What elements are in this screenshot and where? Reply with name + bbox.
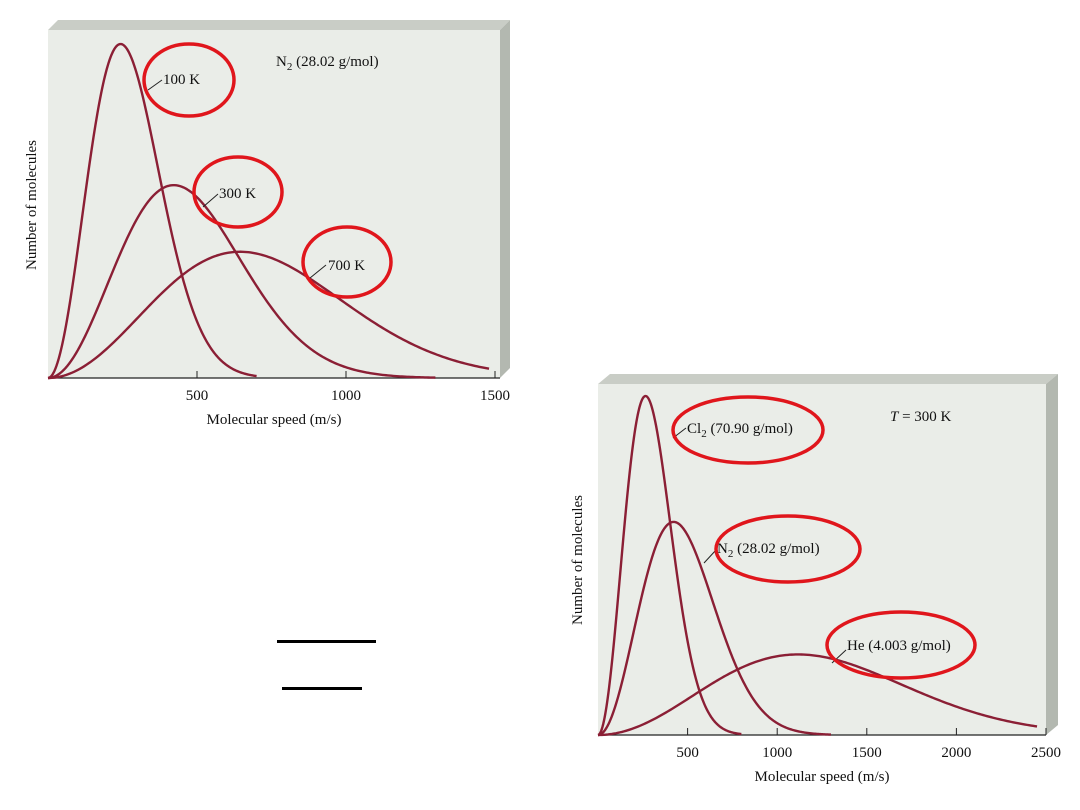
x-tick-label: 1500 xyxy=(480,388,510,404)
series-label-he: He (4.003 g/mol) xyxy=(847,638,951,654)
plot-panel xyxy=(48,30,500,378)
y-axis-label: Number of molecules xyxy=(570,495,586,625)
x-tick-label: 1500 xyxy=(852,745,882,761)
series-label-cl2: Cl2 (70.90 g/mol) xyxy=(687,421,793,440)
series-line-2 xyxy=(597,653,1038,737)
curves-group xyxy=(597,394,1038,737)
x-tick-label: 2500 xyxy=(1031,745,1061,761)
x-tick-label: 500 xyxy=(186,388,209,404)
highlight-circle xyxy=(671,395,825,465)
curves-group xyxy=(47,42,490,380)
y-axis-label: Number of molecules xyxy=(24,140,40,270)
series-label-n2: N2 (28.02 g/mol) xyxy=(717,541,820,560)
plot-panel xyxy=(598,384,1046,735)
x-axis-label: Molecular speed (m/s) xyxy=(755,769,890,785)
chart-title: N2 (28.02 g/mol) xyxy=(276,54,379,73)
x-ticks: 500 1000 1500 xyxy=(186,371,510,404)
leader-line-300k xyxy=(202,193,219,208)
x-axis-label: Molecular speed (m/s) xyxy=(207,412,342,428)
series-line-0 xyxy=(47,42,257,380)
series-line-1 xyxy=(597,520,832,737)
highlight-circle xyxy=(192,155,284,229)
panel-top-face xyxy=(598,374,1058,384)
panel-side-face xyxy=(1046,374,1058,735)
x-tick-label: 500 xyxy=(676,745,699,761)
panel-side-face xyxy=(500,20,510,378)
x-tick-label: 1000 xyxy=(762,745,792,761)
leader-line-700k xyxy=(309,264,327,279)
divider-line xyxy=(282,687,362,690)
series-label-700k: 700 K xyxy=(328,258,365,274)
leader-line-n2 xyxy=(703,549,717,564)
highlight-circle xyxy=(714,514,862,584)
series-label-300k: 300 K xyxy=(219,186,256,202)
highlight-circle xyxy=(142,42,236,118)
series-label-100k: 100 K xyxy=(163,72,200,88)
x-ticks: 500 1000 1500 2000 2500 xyxy=(676,728,1061,761)
chart-title: T = 300 K xyxy=(890,409,952,425)
x-tick-label: 2000 xyxy=(941,745,971,761)
highlight-circle xyxy=(825,610,977,680)
series-line-1 xyxy=(47,183,436,380)
highlight-circle xyxy=(301,225,393,299)
panel-top-face xyxy=(48,20,510,30)
leader-line-100k xyxy=(147,79,163,91)
series-line-0 xyxy=(597,394,742,737)
series-line-2 xyxy=(47,250,490,380)
chart-n2-temperatures: 500 1000 1500 N2 (28.02 g/mol) Molecular s… xyxy=(24,20,510,428)
chart-gases-300k: 500 1000 1500 2000 2500 T = 300 K Molecular … xyxy=(570,374,1061,785)
divider-line xyxy=(277,640,376,643)
x-tick-label: 1000 xyxy=(331,388,361,404)
